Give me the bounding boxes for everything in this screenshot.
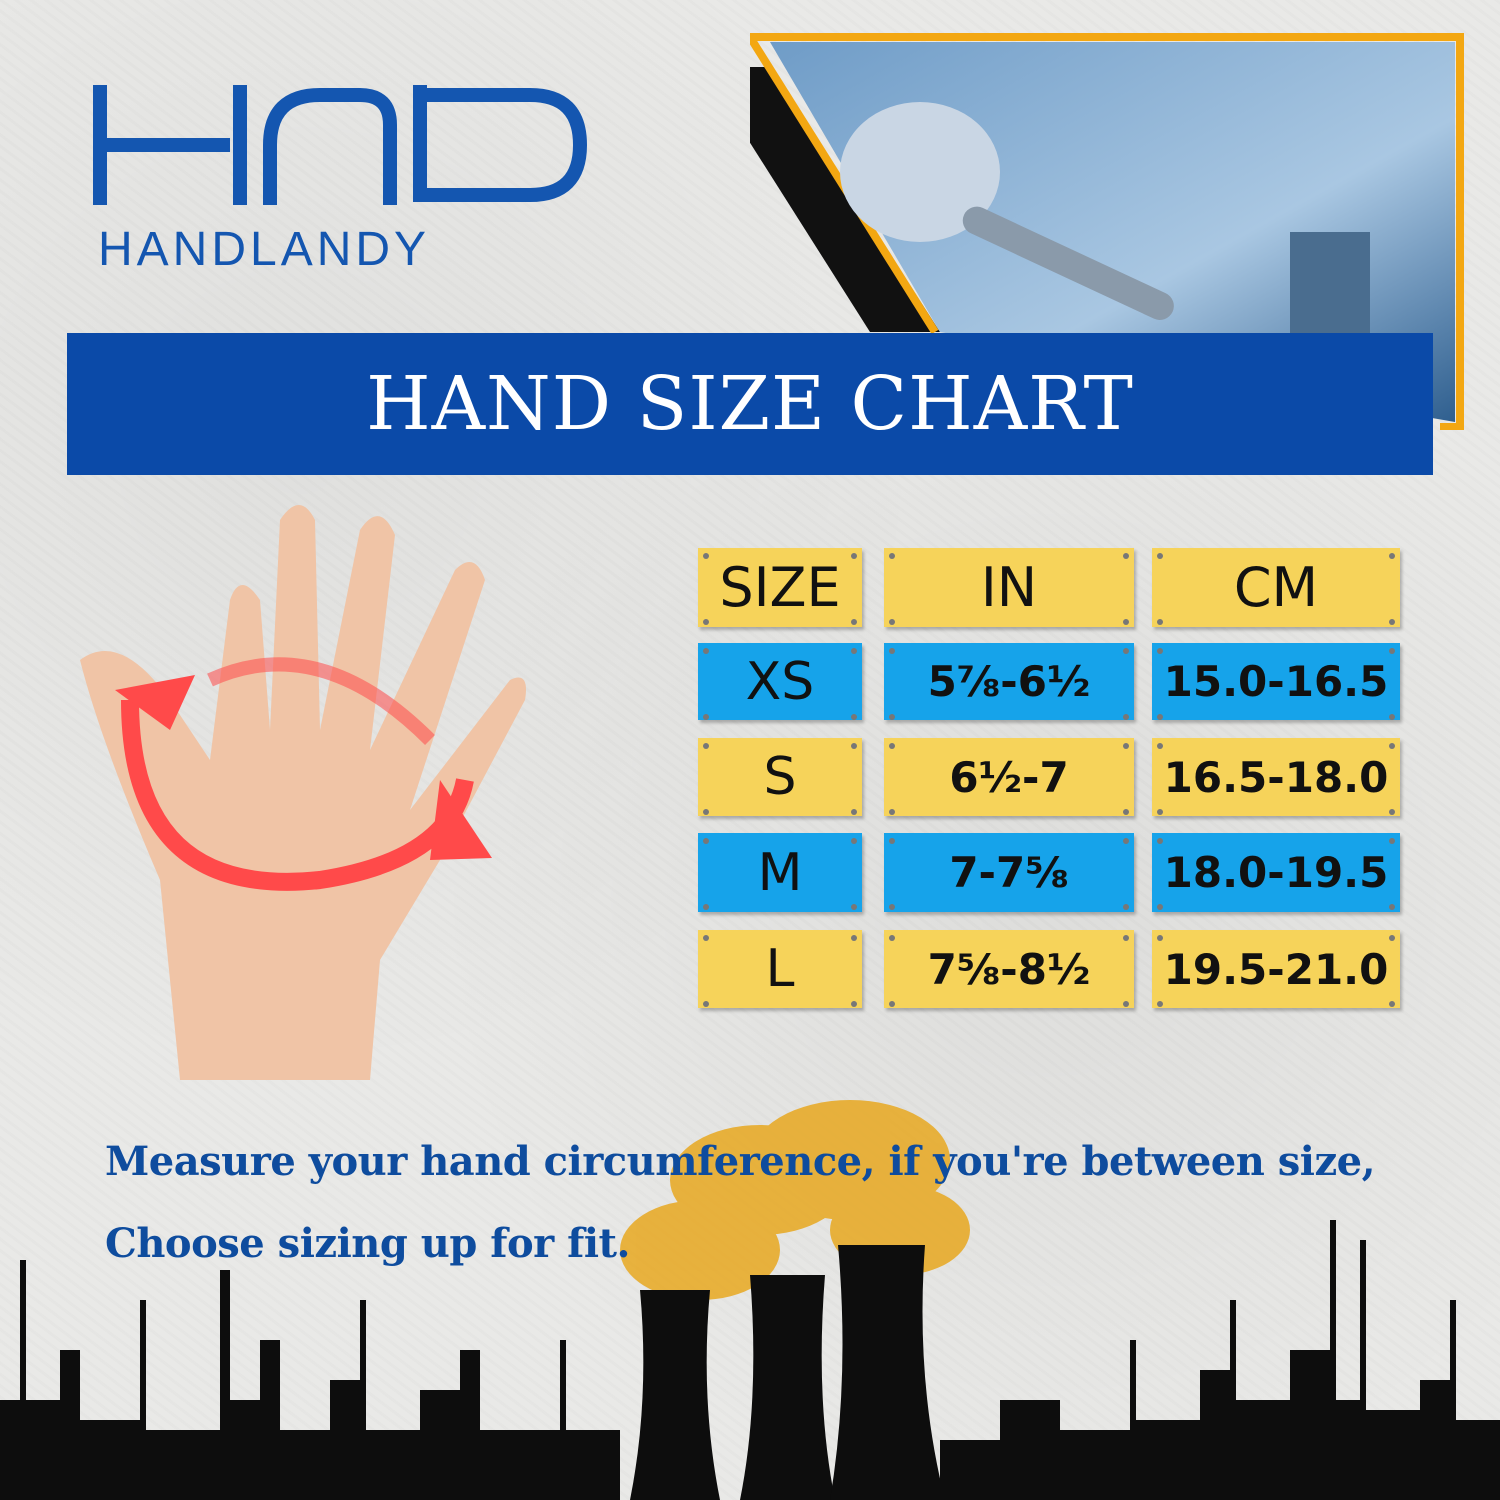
title-banner: HAND SIZE CHART xyxy=(67,333,1433,475)
in-m: 7-7⅝ xyxy=(884,833,1134,912)
in-l: 7⅝-8½ xyxy=(884,930,1134,1008)
cm-m: 18.0-19.5 xyxy=(1152,833,1400,912)
header-cm: CM xyxy=(1152,548,1400,627)
industrial-skyline xyxy=(0,1100,1500,1500)
cm-l: 19.5-21.0 xyxy=(1152,930,1400,1008)
brand-name: HANDLANDY xyxy=(98,223,431,276)
size-xs: XS xyxy=(698,643,862,720)
in-s: 6½-7 xyxy=(884,738,1134,816)
page-title: HAND SIZE CHART xyxy=(366,361,1134,447)
worker-photo xyxy=(750,33,1464,430)
caption-line-1: Measure your hand circumference, if you'… xyxy=(105,1138,1376,1185)
size-l: L xyxy=(698,930,862,1008)
header-size: SIZE xyxy=(698,548,862,627)
hand-illustration xyxy=(80,505,526,1080)
size-m: M xyxy=(698,833,862,912)
caption-line-2: Choose sizing up for fit. xyxy=(105,1220,630,1267)
size-s: S xyxy=(698,738,862,816)
cm-s: 16.5-18.0 xyxy=(1152,738,1400,816)
in-xs: 5⅞-6½ xyxy=(884,643,1134,720)
header-in: IN xyxy=(884,548,1134,627)
brand-logo-mark xyxy=(93,85,588,205)
cm-xs: 15.0-16.5 xyxy=(1152,643,1400,720)
